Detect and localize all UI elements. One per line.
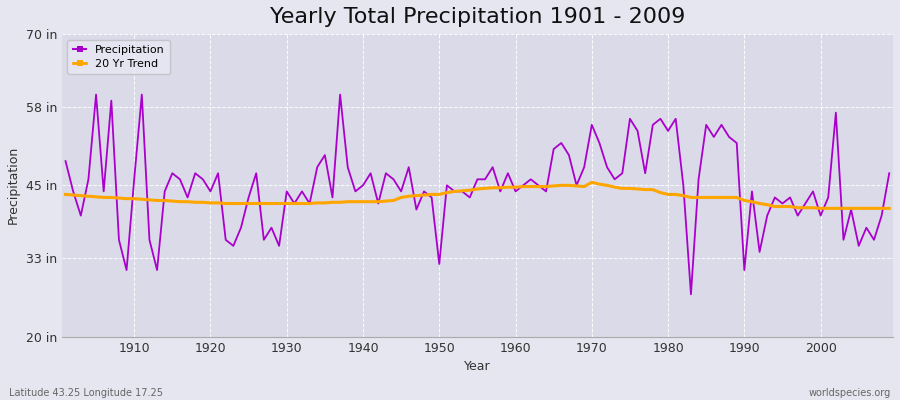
Legend: Precipitation, 20 Yr Trend: Precipitation, 20 Yr Trend [68,40,170,74]
Text: Latitude 43.25 Longitude 17.25: Latitude 43.25 Longitude 17.25 [9,388,163,398]
Y-axis label: Precipitation: Precipitation [7,146,20,224]
Text: worldspecies.org: worldspecies.org [809,388,891,398]
Title: Yearly Total Precipitation 1901 - 2009: Yearly Total Precipitation 1901 - 2009 [270,7,685,27]
X-axis label: Year: Year [464,360,491,373]
